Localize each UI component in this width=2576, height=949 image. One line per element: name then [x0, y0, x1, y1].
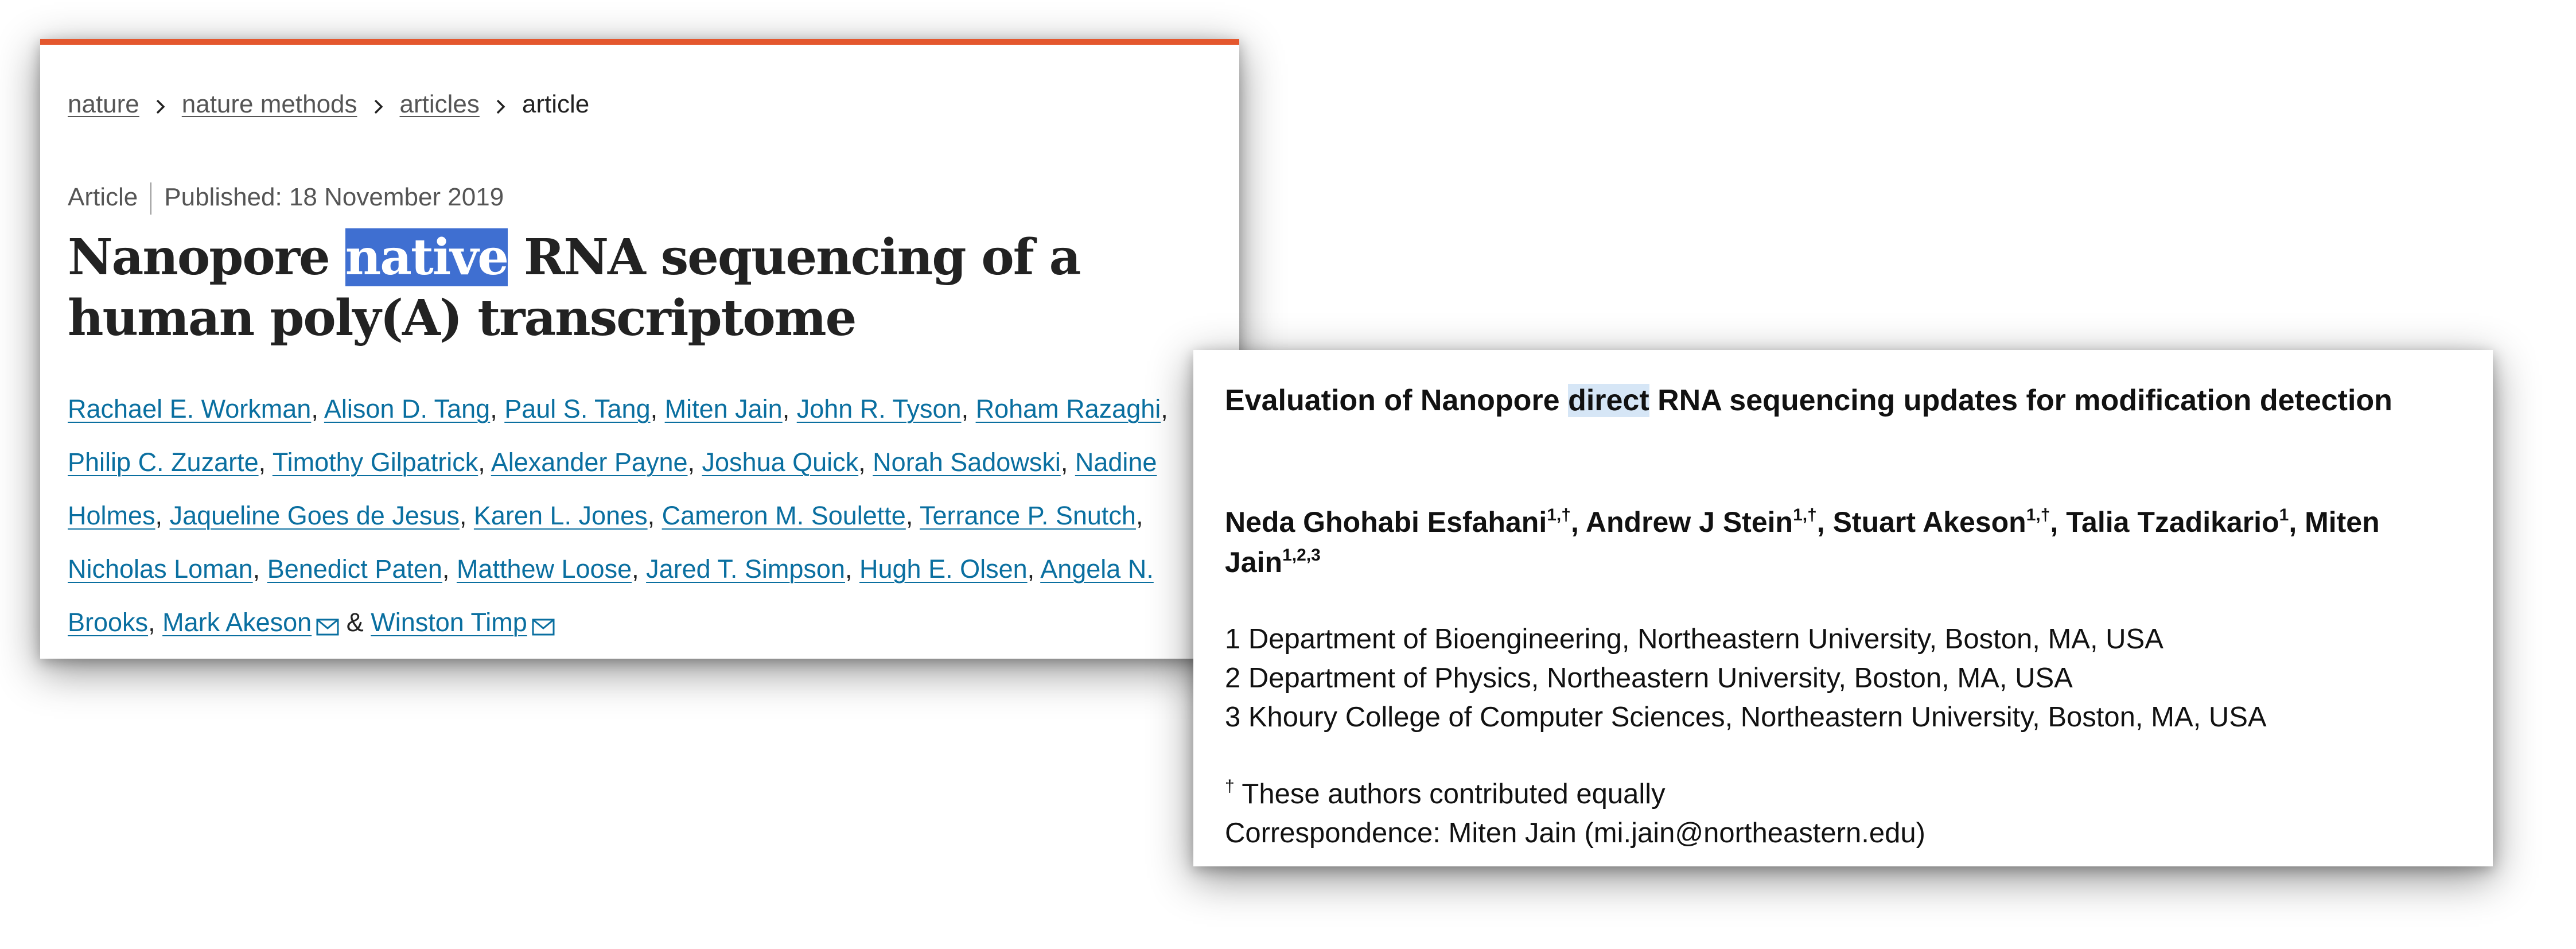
author-link[interactable]: Jared T. Simpson [646, 554, 845, 584]
affiliation-item: 2 Department of Physics, Northeastern Un… [1225, 663, 2073, 694]
author-link[interactable]: Cameron M. Soulette [661, 501, 906, 530]
preprint-author: Miten Jain1,2,3 [1225, 506, 2380, 578]
author-link[interactable]: Paul S. Tang [504, 394, 651, 423]
author-link[interactable]: Alexander Payne [491, 448, 688, 477]
mail-icon[interactable] [532, 600, 555, 654]
author-link[interactable]: Joshua Quick [702, 448, 859, 477]
affiliation-item: 1 Department of Bioengineering, Northeas… [1225, 624, 2163, 655]
author-link[interactable]: John R. Tyson [796, 394, 962, 423]
chevron-right-icon [139, 91, 182, 121]
preprint-author: Andrew J Stein1,† [1585, 505, 1817, 538]
author-link[interactable]: Miten Jain [664, 394, 783, 423]
article-title: Nanopore native RNA sequencing of a huma… [68, 227, 1192, 349]
breadcrumb-link-nature[interactable]: nature [68, 90, 139, 118]
author-link[interactable]: Roham Razaghi [975, 394, 1161, 423]
meta-divider [150, 182, 152, 215]
footnotes: † These authors contributed equally Corr… [1225, 775, 1925, 853]
breadcrumb-link-nature-methods[interactable]: nature methods [181, 90, 357, 118]
chevron-right-icon [480, 91, 522, 121]
affiliation-item: 3 Khoury College of Computer Sciences, N… [1225, 702, 2267, 733]
author-affiliation-marker: 1,† [2026, 505, 2050, 524]
author-link[interactable]: Norah Sadowski [873, 448, 1061, 477]
affiliation-list: 1 Department of Bioengineering, Northeas… [1225, 620, 2267, 737]
author-link[interactable]: Alison D. Tang [324, 394, 491, 423]
preprint-author-list: Neda Ghohabi Esfahani1,†, Andrew J Stein… [1225, 505, 2380, 578]
article-meta: Article Published: 18 November 2019 [68, 182, 504, 215]
preprint-author: Stuart Akeson1,† [1832, 505, 2050, 538]
author-link[interactable]: Benedict Paten [267, 554, 442, 584]
title-text-before: Nanopore [68, 228, 345, 286]
author-affiliation-marker: 1,2,3 [1282, 546, 1321, 565]
preprint-title-page: Evaluation of Nanopore direct RNA sequen… [1193, 350, 2493, 866]
author-link[interactable]: Jaqueline Goes de Jesus [169, 501, 460, 530]
author-link[interactable]: Angela N. Brooks [68, 554, 1154, 637]
author-link[interactable]: Timothy Gilpatrick [272, 448, 478, 477]
correspondence-note: Correspondence: Miten Jain (mi.jain@nort… [1225, 818, 1925, 849]
chevron-right-icon [357, 91, 400, 121]
dagger-mark: † [1225, 777, 1235, 796]
preprint-title-highlight: direct [1568, 384, 1649, 417]
author-link[interactable]: Terrance P. Snutch [920, 501, 1136, 530]
preprint-author: Talia Tzadikario1 [2066, 505, 2289, 538]
preprint-title: Evaluation of Nanopore direct RNA sequen… [1225, 380, 2430, 422]
author-link[interactable]: Nicholas Loman [68, 554, 253, 584]
preprint-title-before: Evaluation of Nanopore [1225, 384, 1569, 417]
breadcrumb: nature nature methods articles article [68, 90, 589, 121]
article-type: Article [68, 183, 138, 211]
mail-icon[interactable] [316, 600, 339, 654]
author-link[interactable]: Philip C. Zuzarte [68, 448, 259, 477]
author-affiliation-marker: 1,† [1793, 505, 1817, 524]
author-link[interactable]: Matthew Loose [456, 554, 632, 584]
author-affiliation-marker: 1,† [1547, 505, 1571, 524]
author-link[interactable]: Nadine Holmes [68, 448, 1157, 530]
author-link[interactable]: Winston Timp [371, 608, 527, 637]
preprint-title-after: RNA sequencing updates for modification … [1649, 384, 2392, 417]
author-list: Rachael E. Workman, Alison D. Tang, Paul… [68, 382, 1215, 654]
author-affiliation-marker: 1 [2279, 505, 2289, 524]
title-highlight: native [345, 228, 509, 286]
author-link[interactable]: Mark Akeson [162, 608, 312, 637]
author-link[interactable]: Karen L. Jones [473, 501, 648, 530]
equal-contribution-text: These authors contributed equally [1234, 779, 1666, 810]
author-link[interactable]: Hugh E. Olsen [859, 554, 1028, 584]
nature-article-card: nature nature methods articles article Arti… [40, 39, 1239, 659]
published-date: Published: 18 November 2019 [164, 183, 504, 211]
title-text-after: RNA sequencing of a human poly(A) transc… [68, 228, 1081, 347]
breadcrumb-current: article [522, 90, 590, 118]
author-link[interactable]: Rachael E. Workman [68, 394, 312, 423]
equal-contribution-note: † These authors contributed equally [1225, 775, 1925, 814]
breadcrumb-link-articles[interactable]: articles [399, 90, 480, 118]
preprint-author: Neda Ghohabi Esfahani1,† [1225, 505, 1571, 538]
